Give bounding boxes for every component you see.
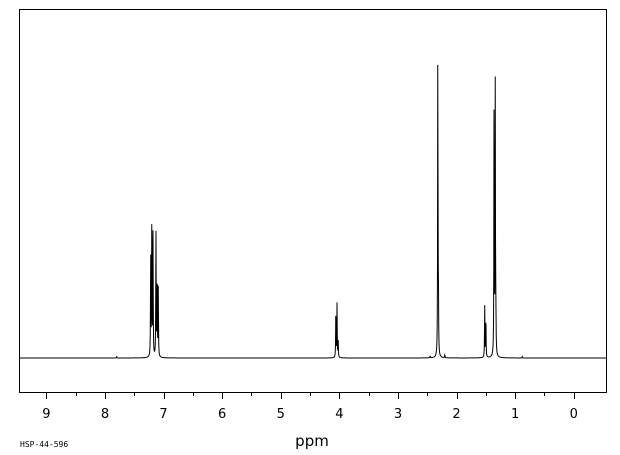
tick-label: 6 (218, 407, 226, 422)
spectrum-code-label: HSP-44-596 (20, 440, 68, 449)
tick-label: 0 (570, 407, 578, 422)
plot-frame (19, 9, 607, 393)
spectrum-trace (20, 64, 606, 359)
x-axis-label: ppm (295, 432, 329, 450)
x-axis-tick-labels: 9 8 7 6 5 4 3 2 1 0 (42, 407, 578, 422)
tick-label: 2 (452, 407, 460, 422)
tick-label: 5 (277, 407, 285, 422)
tick-label: 1 (511, 407, 519, 422)
tick-label: 9 (42, 407, 50, 422)
x-axis-ticks (46, 392, 575, 399)
tick-label: 7 (159, 407, 167, 422)
tick-label: 4 (335, 407, 343, 422)
tick-label: 8 (101, 407, 109, 422)
tick-label: 3 (394, 407, 402, 422)
